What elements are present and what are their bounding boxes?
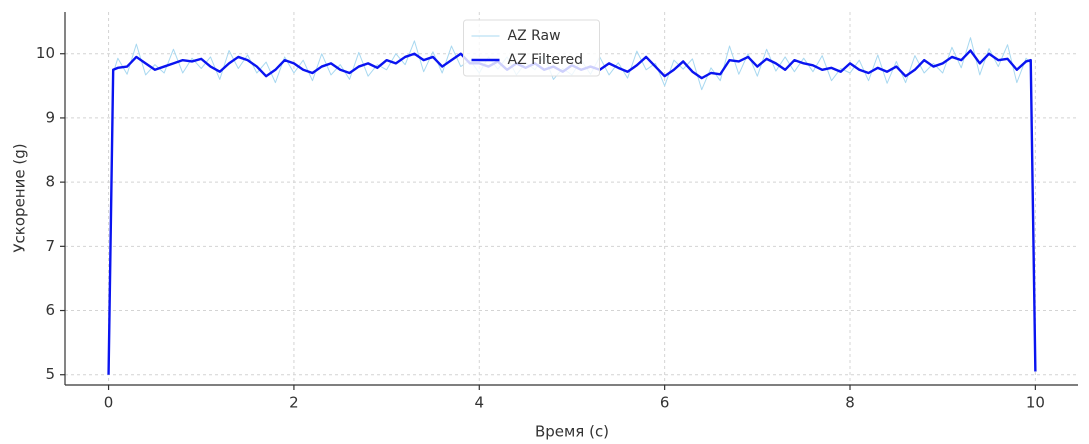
x-tick-label: 0 [104, 394, 114, 412]
legend-label: AZ Raw [508, 28, 561, 44]
legend: AZ Raw AZ Filtered [463, 19, 600, 77]
y-tick-label: 10 [36, 44, 55, 62]
legend-label: AZ Filtered [508, 52, 583, 68]
x-tick-label: 8 [845, 394, 855, 412]
y-axis-label: Ускорение (g) [11, 143, 29, 252]
y-tick-label: 5 [45, 365, 55, 383]
y-tick-label: 6 [45, 301, 55, 319]
x-tick-label: 2 [289, 394, 299, 412]
x-axis-label: Время (с) [535, 423, 609, 441]
y-tick-label: 9 [45, 108, 55, 126]
y-tick-label: 8 [45, 173, 55, 191]
legend-box [463, 19, 600, 77]
x-tick-label: 10 [1026, 394, 1045, 412]
series-line [108, 37, 1036, 375]
x-tick-label: 4 [475, 394, 485, 412]
series-line [107, 49, 1037, 375]
y-tick-label: 7 [45, 237, 55, 255]
x-tick-label: 6 [660, 394, 670, 412]
